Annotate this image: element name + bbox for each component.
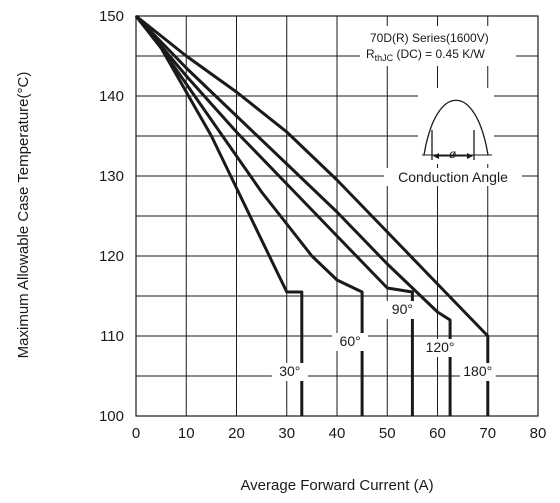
x-axis-label: Average Forward Current (A) [240, 477, 433, 494]
series-line [134, 14, 452, 416]
y-tick-label: 110 [100, 328, 124, 345]
conduction-angle-label: Conduction Angle [398, 169, 508, 185]
x-tick-label: 50 [379, 425, 396, 442]
x-tick-label: 60 [429, 425, 446, 442]
rth-value: (DC) = 0.45 K/W [393, 47, 485, 61]
series-note: 70D(R) Series(1600V) [370, 31, 489, 45]
thermal-resistance-note: RthJC (DC) = 0.45 K/W [366, 47, 486, 63]
y-tick-label: 130 [99, 168, 124, 185]
tick-labels: 0 10 20 30 40 50 60 70 80 100 110 120 130 140 150 [99, 8, 546, 442]
y-tick-label: 120 [99, 248, 124, 265]
x-tick-label: 20 [228, 425, 245, 442]
series-line [134, 15, 364, 416]
curve-label: 120° [426, 339, 455, 355]
curve-label-background [271, 363, 308, 381]
y-tick-label: 140 [99, 88, 124, 105]
series-lines [134, 14, 490, 416]
series-line [134, 15, 304, 416]
arrow-left-icon [433, 153, 439, 159]
phi-symbol: ø [449, 147, 457, 161]
curve-label-background [422, 339, 459, 357]
curve-label: 60° [340, 333, 361, 349]
rth-symbol: R [366, 47, 375, 61]
y-axis-label: Maximum Allowable Case Temperature(°C) [15, 72, 32, 359]
series-line [135, 14, 490, 416]
x-tick-label: 0 [132, 425, 140, 442]
curve-label-background [384, 301, 421, 319]
x-tick-label: 30 [278, 425, 295, 442]
plot-frame [135, 15, 539, 417]
conduction-label-background [384, 168, 522, 186]
conduction-angle-inset: ø Conduction Angle [384, 88, 522, 186]
sine-pulse-icon [423, 99, 489, 156]
annotation-background [360, 26, 516, 66]
rth-subscript: thJC [375, 53, 394, 63]
x-tick-label: 70 [479, 425, 496, 442]
x-tick-label: 10 [178, 425, 195, 442]
x-tick-label: 80 [530, 425, 547, 442]
series-line [134, 15, 414, 416]
curve-label: 90° [392, 301, 413, 317]
curve-labels: 30° 60° 90° 120° 180° [271, 301, 496, 381]
curve-label: 180° [463, 363, 492, 379]
arrow-right-icon [467, 153, 473, 159]
curve-label-background [332, 333, 369, 351]
annotation-box: 70D(R) Series(1600V) RthJC (DC) = 0.45 K… [360, 26, 516, 66]
curve-label: 30° [279, 363, 300, 379]
y-tick-label: 100 [99, 408, 124, 425]
curve-label-background [459, 363, 496, 381]
y-tick-label: 150 [99, 8, 124, 25]
x-tick-label: 40 [329, 425, 346, 442]
